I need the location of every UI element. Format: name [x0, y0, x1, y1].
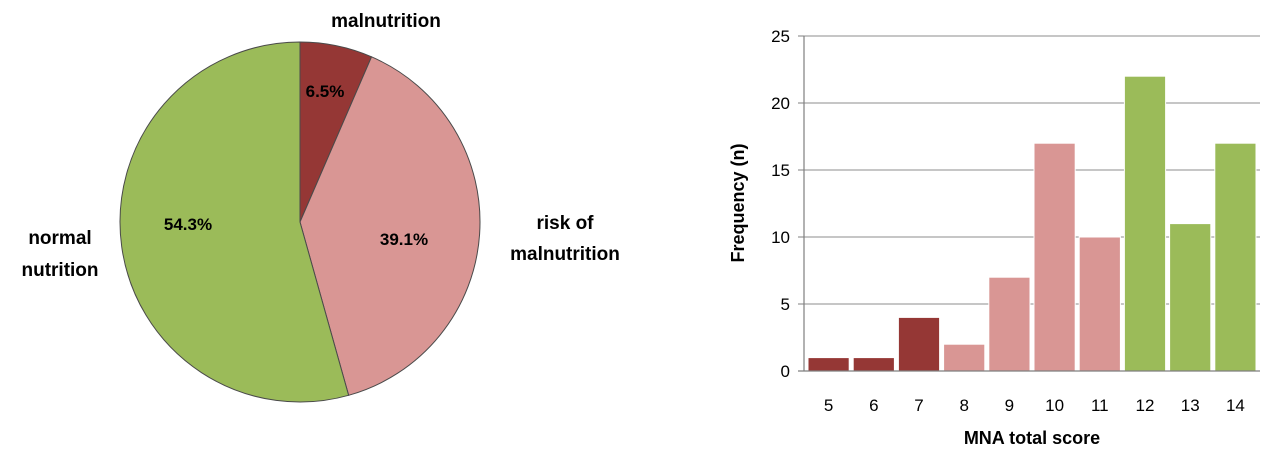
pie-slices	[119, 41, 481, 403]
bar-11	[1078, 236, 1121, 372]
x-tick-label: 5	[824, 396, 833, 415]
y-tick-label: 20	[771, 94, 790, 113]
x-tick-label: 13	[1181, 396, 1200, 415]
x-tick-label: 7	[914, 396, 923, 415]
pie-slice-normal-nutrition	[119, 41, 350, 403]
bar-12	[1123, 75, 1167, 372]
y-tick-label: 5	[781, 295, 790, 314]
y-tick-label: 0	[781, 362, 790, 381]
bar-7	[897, 316, 941, 372]
bar-x-tick-labels: 5 6 7 8 9 10 11 12 13 14	[824, 396, 1245, 415]
bar-5	[807, 357, 850, 372]
bar-8	[943, 343, 986, 372]
x-tick-label: 14	[1226, 396, 1245, 415]
pie-value-normal: 54.3%	[164, 215, 212, 234]
x-tick-label: 8	[959, 396, 968, 415]
pie-label-malnutrition: malnutrition	[331, 11, 441, 32]
x-tick-label: 9	[1005, 396, 1014, 415]
pie-value-risk: 39.1%	[380, 230, 428, 249]
x-tick-label: 6	[869, 396, 878, 415]
bar-6	[852, 357, 895, 372]
pie-chart: malnutrition risk of malnutrition normal…	[21, 11, 620, 403]
x-tick-label: 12	[1136, 396, 1155, 415]
pie-slice-risk-of-malnutrition	[299, 56, 481, 396]
y-tick-label: 10	[771, 228, 790, 247]
pie-label-normal-line2: nutrition	[21, 260, 98, 281]
pie-label-normal-line1: normal	[28, 228, 91, 249]
bar-bars	[807, 75, 1257, 372]
bar-9	[988, 276, 1031, 372]
bar-gridlines	[798, 35, 1260, 372]
y-tick-label: 25	[771, 27, 790, 46]
pie-value-malnutrition: 6.5%	[306, 82, 345, 101]
x-tick-label: 10	[1045, 396, 1064, 415]
y-tick-label: 15	[771, 161, 790, 180]
pie-label-risk-line2: malnutrition	[510, 244, 620, 265]
bar-14	[1214, 142, 1257, 372]
bar-10	[1033, 142, 1076, 372]
pie-label-risk-line1: risk of	[536, 213, 594, 234]
bar-13	[1169, 223, 1212, 372]
bar-y-tick-labels: 0 5 10 15 20 25	[771, 27, 790, 381]
x-tick-label: 11	[1091, 396, 1109, 415]
x-axis-title: MNA total score	[964, 428, 1100, 448]
y-axis-title: Frequency (n)	[728, 143, 748, 262]
bar-chart: 0 5 10 15 20 25 5 6 7 8 9 10 11 12 13 14 MNA total sco…	[728, 27, 1260, 448]
